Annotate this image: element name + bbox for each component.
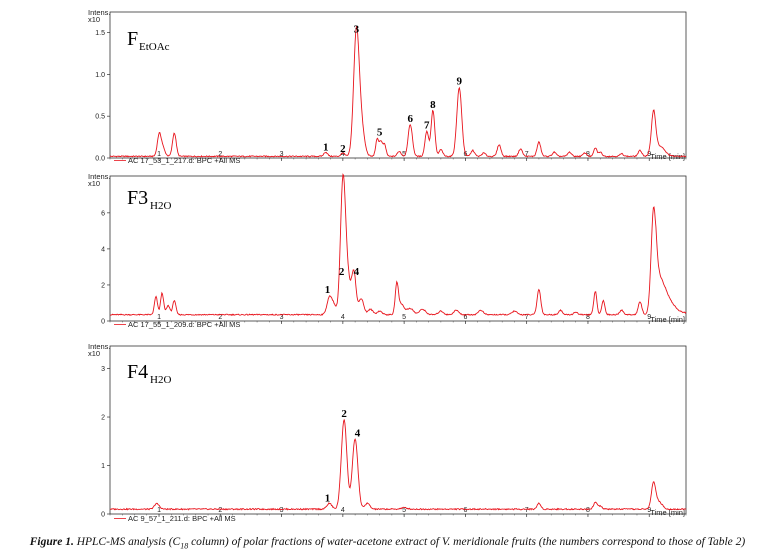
plot-frame <box>109 345 687 515</box>
x-tick-label: 4 <box>341 507 345 514</box>
chromatogram-trace <box>109 419 687 511</box>
peak-label: 6 <box>408 113 414 125</box>
trace-label: AC 17_53_1_217.d: BPC +All MS <box>128 156 240 165</box>
x-tick-label: 3 <box>280 507 284 514</box>
y-tick-label: 1.5 <box>95 30 105 37</box>
y-tick-label: 3 <box>101 366 105 373</box>
peak-label: 2 <box>340 143 346 155</box>
y-tick-label: 1.0 <box>95 72 105 79</box>
x-tick-label: 4 <box>341 151 345 158</box>
peak-label: 1 <box>325 492 331 504</box>
peak-label: 1 <box>323 141 329 153</box>
y-tick-label: 0.0 <box>95 156 105 163</box>
peak-label: 8 <box>430 99 436 111</box>
y-tick-label: 0 <box>101 512 105 519</box>
chromatogram-trace <box>109 26 687 158</box>
peak-label: 5 <box>377 126 383 138</box>
peak-label: 9 <box>457 75 463 87</box>
x-axis-label: Time [min] <box>650 152 685 161</box>
caption-lead: Figure 1. <box>29 536 74 548</box>
caption-text-before: HPLC-MS analysis (C <box>73 536 181 548</box>
y-tick-label: 6 <box>101 210 105 217</box>
x-tick-label: 7 <box>525 151 529 158</box>
x-tick-label: 1 <box>157 314 161 321</box>
x-tick-label: 9 <box>647 151 651 158</box>
y-scale-label: x10 <box>88 15 100 24</box>
peak-label: 4 <box>355 427 361 439</box>
x-tick-label: 9 <box>647 507 651 514</box>
panel-name: F3 <box>127 187 148 209</box>
x-tick-label: 1 <box>157 151 161 158</box>
y-scale-label: x10 <box>88 349 100 358</box>
y-tick-label: 2 <box>101 415 105 422</box>
plot-frame <box>109 175 687 322</box>
trace-label: AC 17_55_1_209.d: BPC +All MS <box>128 320 240 329</box>
x-tick-label: 2 <box>218 507 222 514</box>
y-axis-label: Intens. <box>88 8 111 17</box>
x-tick-label: 3 <box>280 151 284 158</box>
y-tick-label: 4 <box>101 246 105 253</box>
panel-name: F <box>127 28 138 50</box>
panel-subscript: EtOAc <box>139 41 170 53</box>
x-tick-label: 3 <box>280 314 284 321</box>
x-tick-label: 7 <box>525 314 529 321</box>
trace-label: AC 9_57_1_211.d: BPC +All MS <box>128 514 236 523</box>
y-axis-label: Intens. <box>88 342 111 351</box>
x-tick-label: 6 <box>463 314 467 321</box>
x-tick-label: 5 <box>402 151 406 158</box>
y-scale-label: x10 <box>88 179 100 188</box>
x-tick-label: 1 <box>157 507 161 514</box>
caption-sub: 18 <box>180 541 189 551</box>
figure-caption: Figure 1. HPLC-MS analysis (C18 column) … <box>0 536 775 550</box>
peak-label: 1 <box>325 284 331 296</box>
x-tick-label: 2 <box>218 314 222 321</box>
chromatogram-trace <box>109 173 687 316</box>
x-tick-label: 8 <box>586 314 590 321</box>
x-axis-label: Time [min] <box>650 508 685 517</box>
peak-label: 4 <box>354 266 360 278</box>
panel-name: F4 <box>127 361 148 383</box>
peak-label: 2 <box>341 408 347 420</box>
x-tick-label: 5 <box>402 314 406 321</box>
y-tick-label: 0 <box>101 319 105 326</box>
peak-label: 3 <box>354 24 360 36</box>
y-axis-label: Intens. <box>88 172 111 181</box>
x-tick-label: 5 <box>402 507 406 514</box>
x-tick-label: 6 <box>463 507 467 514</box>
peak-label: 2 <box>339 266 345 278</box>
x-tick-label: 4 <box>341 314 345 321</box>
x-tick-label: 8 <box>586 151 590 158</box>
x-tick-label: 2 <box>218 151 222 158</box>
panel-subscript: H2O <box>150 374 171 386</box>
x-tick-label: 9 <box>647 314 651 321</box>
x-axis-label: Time [min] <box>650 315 685 324</box>
chart-panel-3: 0 1 2 3 Intens.x10 1 2 3 4 5 6 7 8 9 Time [min] AC 9_57… <box>88 342 687 523</box>
x-tick-label: 7 <box>525 507 529 514</box>
plot-frame <box>109 11 687 159</box>
y-tick-label: 1 <box>101 463 105 470</box>
panel-subscript: H2O <box>150 200 171 212</box>
peak-label: 7 <box>424 120 430 132</box>
y-tick-label: 0.5 <box>95 114 105 121</box>
y-tick-label: 2 <box>101 282 105 289</box>
caption-text-after: column) of polar fractions of water-acet… <box>188 536 746 548</box>
x-tick-label: 8 <box>586 507 590 514</box>
